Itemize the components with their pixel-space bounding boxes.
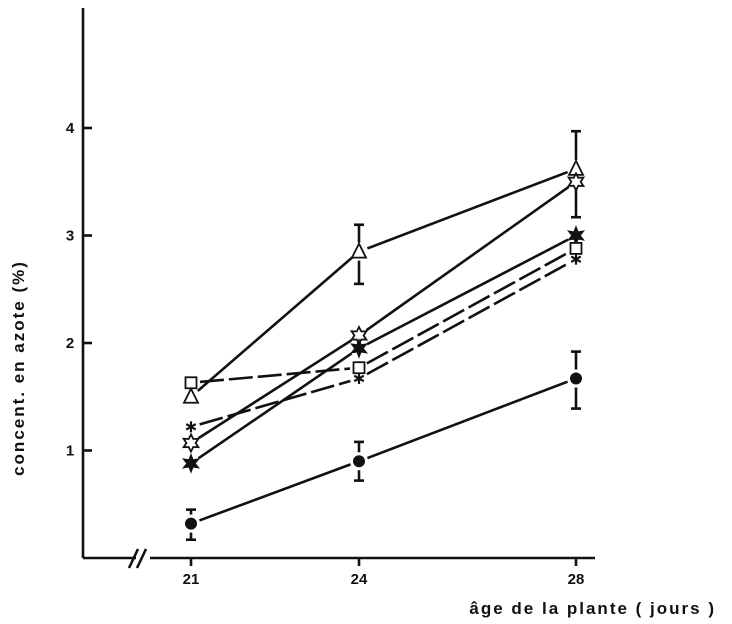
- y-tick-label: 2: [66, 335, 74, 352]
- data-point-triangle-open: [182, 386, 200, 404]
- data-point-asterisk: [185, 421, 197, 433]
- series-line-segment: [366, 380, 569, 460]
- series-square-open: [184, 241, 583, 390]
- series-star6-open: [181, 171, 586, 454]
- series-circle-filled: [185, 350, 582, 542]
- y-axis-title: concent. en azote (%): [9, 260, 28, 476]
- data-point-asterisk: [570, 253, 582, 265]
- series-line-segment: [366, 262, 569, 376]
- x-axis-title: âge de la plante ( jours ): [469, 599, 716, 618]
- y-tick-label: 3: [66, 228, 74, 245]
- x-tick-label: 24: [351, 571, 368, 588]
- error-bar: [354, 440, 364, 482]
- data-point-star6-open: [566, 171, 586, 193]
- series-star6-filled: [182, 225, 585, 474]
- y-ticks: 1 2 3 4: [66, 120, 92, 460]
- data-point-circle-filled: [570, 372, 582, 385]
- series-line-segment: [196, 256, 354, 392]
- x-tick-label: 28: [568, 571, 585, 588]
- data-point-asterisk: [353, 372, 365, 384]
- series-line-segment: [198, 463, 352, 522]
- series-line-segment: [366, 170, 569, 250]
- data-point-star6-open: [181, 432, 201, 454]
- data-point-square-open: [352, 361, 366, 375]
- series-layer: [181, 129, 586, 542]
- series-triangle-open: [182, 129, 585, 404]
- error-bar: [354, 223, 364, 286]
- data-point-circle-filled: [185, 517, 197, 530]
- series-line-segment: [199, 379, 351, 426]
- data-point-star6-filled: [182, 453, 200, 474]
- y-tick-label: 1: [66, 443, 74, 460]
- data-point-square-open: [569, 241, 583, 255]
- series-line-segment: [197, 339, 353, 440]
- x-ticks: 21 24 28: [183, 558, 585, 588]
- data-point-triangle-open: [350, 241, 368, 259]
- axis-break-icon: [127, 548, 148, 569]
- series-line-segment: [199, 367, 351, 384]
- data-point-star6-filled: [350, 338, 368, 359]
- data-point-star6-filled: [567, 225, 585, 246]
- y-tick-label: 4: [66, 120, 75, 137]
- error-bar: [571, 350, 581, 410]
- error-bar: [186, 508, 196, 542]
- series-asterisk: [185, 253, 582, 433]
- series-line-segment: [365, 185, 570, 332]
- x-tick-label: 21: [183, 571, 200, 588]
- series-line-segment: [366, 238, 569, 346]
- data-point-circle-filled: [353, 455, 365, 468]
- data-point-square-open: [184, 376, 198, 390]
- series-line-segment: [366, 251, 569, 365]
- axes: [81, 8, 595, 569]
